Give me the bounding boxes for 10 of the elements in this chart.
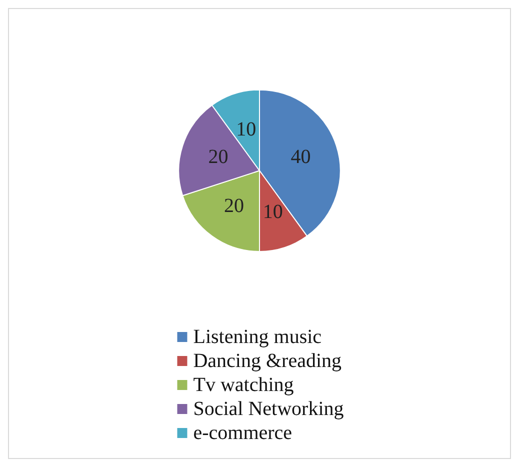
data-label: 40	[290, 146, 311, 168]
data-label: 10	[236, 118, 256, 140]
data-label: 20	[224, 194, 244, 217]
legend-label: e-commerce	[193, 422, 292, 444]
data-label: 10	[262, 200, 283, 223]
legend-label: Social Networking	[193, 398, 344, 420]
data-label: 20	[208, 146, 228, 168]
legend-label: Tv watching	[193, 374, 294, 396]
legend-label: Dancing &reading	[193, 350, 342, 372]
legend-label: Listening music	[193, 326, 322, 348]
